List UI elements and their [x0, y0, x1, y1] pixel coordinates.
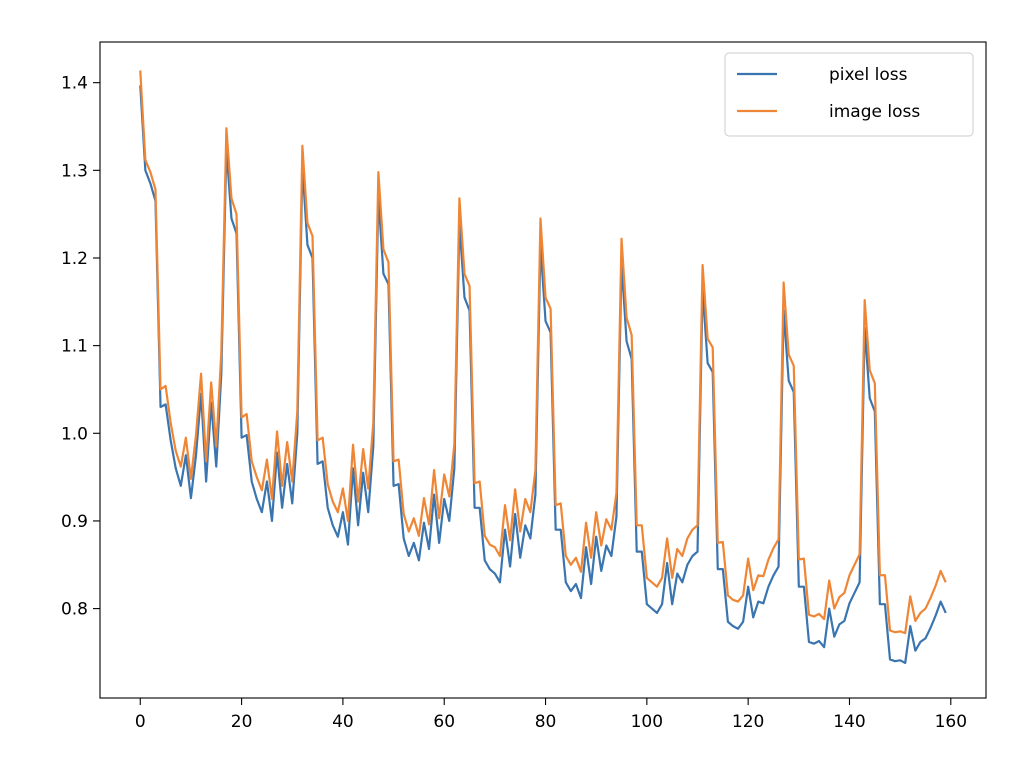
- y-tick-label: 0.8: [61, 600, 88, 620]
- x-tick-label: 80: [535, 712, 557, 732]
- y-tick-label: 1.0: [61, 424, 88, 444]
- x-tick-label: 100: [631, 712, 663, 732]
- series-line-image-loss: [139, 70, 947, 635]
- y-tick-label: 1.4: [61, 74, 88, 94]
- x-tick-label: 60: [433, 712, 455, 732]
- y-tick-label: 1.3: [61, 161, 88, 181]
- x-tick-label: 0: [135, 712, 146, 732]
- y-tick-label: 1.1: [61, 337, 88, 357]
- plot-frame: [99, 41, 987, 699]
- y-tick-label: 1.2: [61, 249, 88, 269]
- series-lines: [139, 70, 947, 665]
- x-tick-label: 20: [231, 712, 253, 732]
- legend-label-pixel-loss: pixel loss: [829, 65, 908, 85]
- x-tick-label: 120: [732, 712, 764, 732]
- series-line-pixel-loss: [139, 85, 947, 665]
- legend: pixel loss image loss: [724, 52, 974, 137]
- legend-label-image-loss: image loss: [829, 102, 920, 122]
- y-axis: 0.8 0.9 1.0 1.1 1.2 1.3 1.4: [61, 74, 100, 620]
- legend-box: [724, 52, 974, 137]
- x-tick-label: 160: [935, 712, 967, 732]
- y-tick-label: 0.9: [61, 512, 88, 532]
- x-tick-label: 40: [332, 712, 354, 732]
- x-tick-label: 140: [833, 712, 865, 732]
- x-axis: 0 20 40 60 80 100 120 140 160: [135, 698, 967, 732]
